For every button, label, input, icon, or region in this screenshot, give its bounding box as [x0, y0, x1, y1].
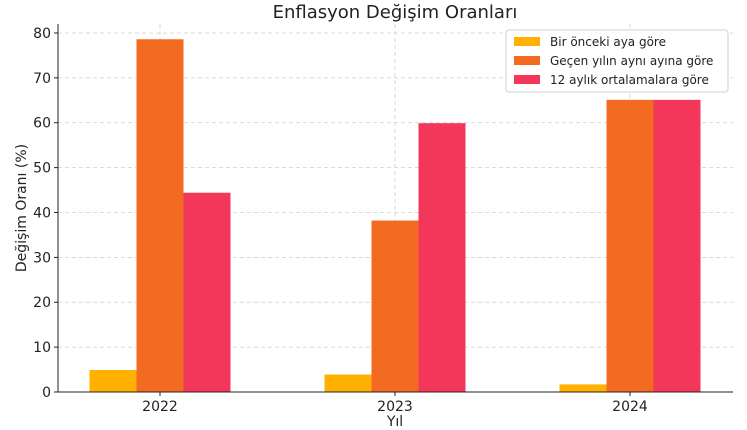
- x-tick-label: 2024: [612, 399, 648, 415]
- y-tick-label: 20: [33, 295, 51, 311]
- x-tick-label: 2022: [142, 399, 178, 415]
- bar-2023-series-1: [371, 220, 419, 392]
- y-ticks: 0 10 20 30 40 50 60 70 80: [33, 26, 58, 401]
- bar-2023-series-0: [324, 374, 372, 392]
- y-tick-label: 30: [33, 250, 51, 266]
- y-tick-label: 0: [42, 385, 51, 401]
- bar-2022-series-1: [136, 39, 184, 392]
- bars: [89, 39, 701, 393]
- x-tick-label: 2023: [377, 399, 413, 415]
- y-tick-label: 80: [33, 26, 51, 42]
- y-tick-label: 40: [33, 205, 51, 221]
- bar-2024-series-1: [606, 99, 654, 392]
- y-tick-label: 70: [33, 71, 51, 87]
- legend-swatch-2: [514, 75, 540, 84]
- x-axis-label: Yıl: [386, 414, 403, 430]
- legend-swatch-1: [514, 56, 540, 65]
- bar-2024-series-2: [653, 99, 701, 392]
- y-tick-label: 10: [33, 340, 51, 356]
- bar-2023-series-2: [418, 123, 466, 393]
- legend-box: [505, 29, 729, 93]
- legend: Bir önceki aya göre Geçen yılın aynı ayı…: [505, 29, 729, 93]
- bar-2022-series-2: [183, 192, 231, 392]
- chart-title: Enflasyon Değişim Oranları: [273, 2, 518, 23]
- legend-swatch-0: [514, 37, 540, 46]
- y-tick-label: 60: [33, 116, 51, 132]
- x-ticks: 2022 2023 2024: [142, 392, 648, 415]
- legend-label-1: Geçen yılın aynı ayına göre: [550, 54, 713, 68]
- legend-label-0: Bir önceki aya göre: [550, 35, 666, 49]
- y-tick-label: 50: [33, 161, 51, 177]
- y-axis-label: Değişim Oranı (%): [14, 144, 30, 272]
- bar-2024-series-0: [559, 384, 607, 392]
- legend-label-2: 12 aylık ortalamalara göre: [550, 73, 709, 87]
- bar-2022-series-0: [89, 370, 137, 392]
